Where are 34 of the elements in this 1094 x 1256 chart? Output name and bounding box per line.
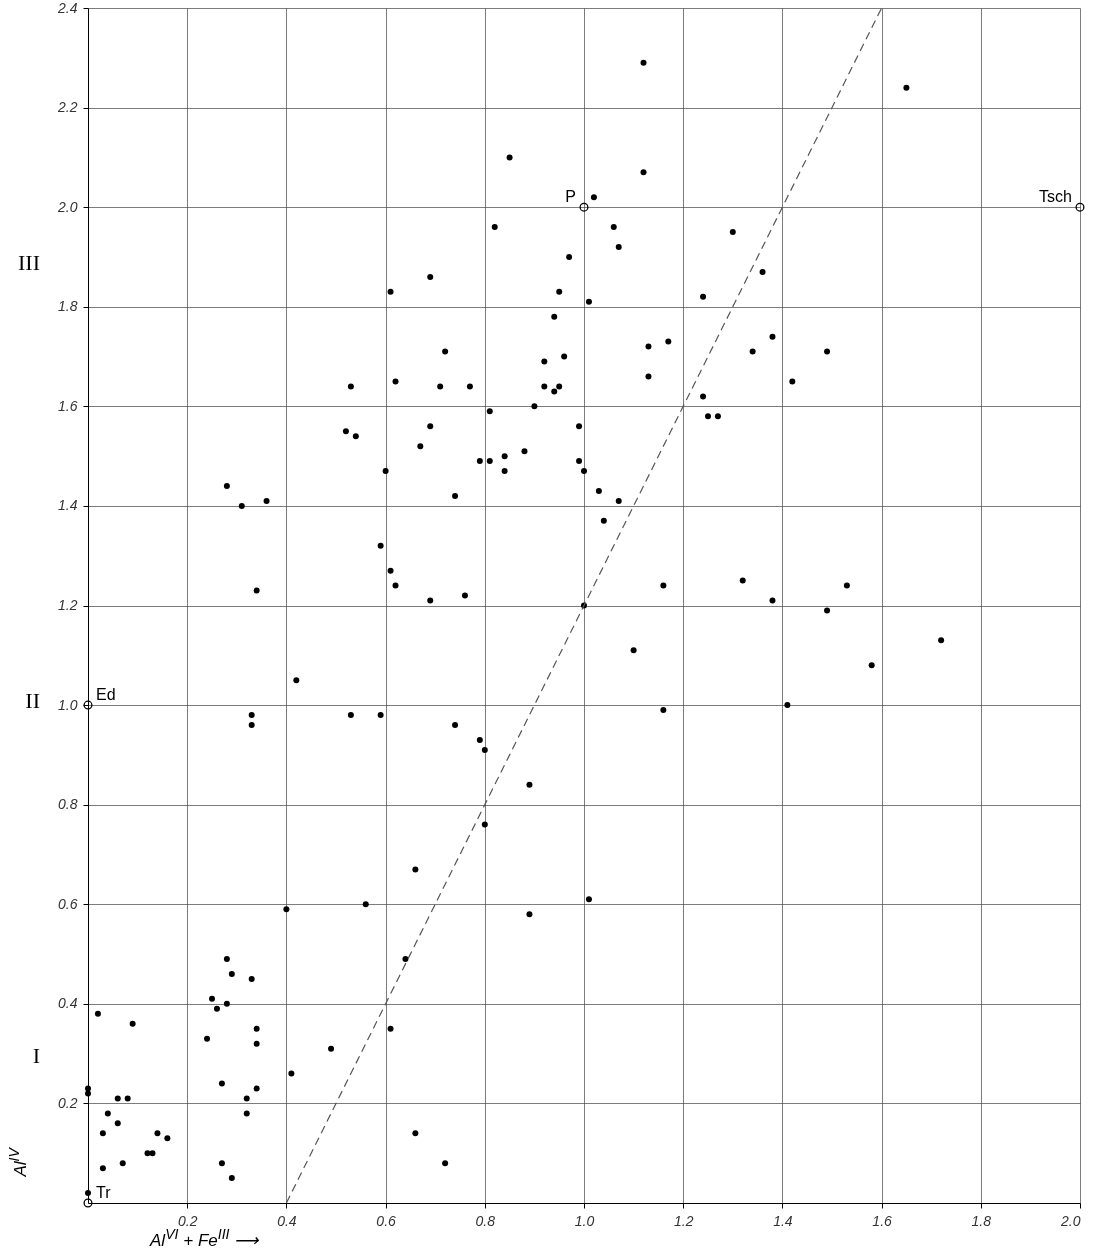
- x-axis-title: Al$^{VI}$ + Fe$^{III}$ ⟶: [150, 1226, 259, 1250]
- x-tick-label: 0.8: [475, 1212, 496, 1229]
- x-tick-label: 0.2: [177, 1212, 198, 1229]
- point: [579, 202, 589, 212]
- y-tick-label: 1.8: [58, 298, 78, 315]
- x-tick-label: 2.0: [1060, 1212, 1081, 1229]
- y-tick-label: 2.2: [57, 99, 78, 116]
- text: III: [17, 250, 40, 276]
- text: II: [24, 688, 40, 714]
- y-tick-label: 1.2: [58, 597, 78, 613]
- y-tick-label: 0.4: [58, 995, 78, 1012]
- annotation: P: [565, 188, 576, 206]
- x-tick-label: 1.2: [673, 1212, 694, 1229]
- y-tick-label: 0.8: [58, 796, 78, 813]
- x-tick-label: 0.4: [277, 1212, 297, 1229]
- x-tick-label: 1.8: [971, 1212, 992, 1229]
- text: I: [31, 1043, 40, 1069]
- annotation: Tsch: [1039, 188, 1072, 206]
- point: [83, 1198, 93, 1208]
- annotation: Ed: [96, 686, 116, 704]
- y-tick-label: 0.2: [58, 1094, 78, 1111]
- x-tick-label: 1.6: [872, 1212, 893, 1229]
- point: [1075, 202, 1085, 212]
- x-tick-label: 0.6: [376, 1212, 397, 1229]
- annotation: Tr: [96, 1184, 112, 1201]
- y-tick-label: 2.4: [57, 0, 78, 16]
- y-tick-label: 1.0: [58, 696, 78, 713]
- y-tick-label: 1.4: [58, 497, 78, 514]
- point: [83, 700, 93, 710]
- y-tick-label: 2.0: [57, 198, 78, 215]
- x-tick-label: 1.4: [773, 1212, 793, 1229]
- y-tick-label: 0.6: [58, 895, 78, 912]
- x-tick-label: 1.0: [574, 1212, 595, 1229]
- y-tick-label: 1.6: [58, 397, 78, 414]
